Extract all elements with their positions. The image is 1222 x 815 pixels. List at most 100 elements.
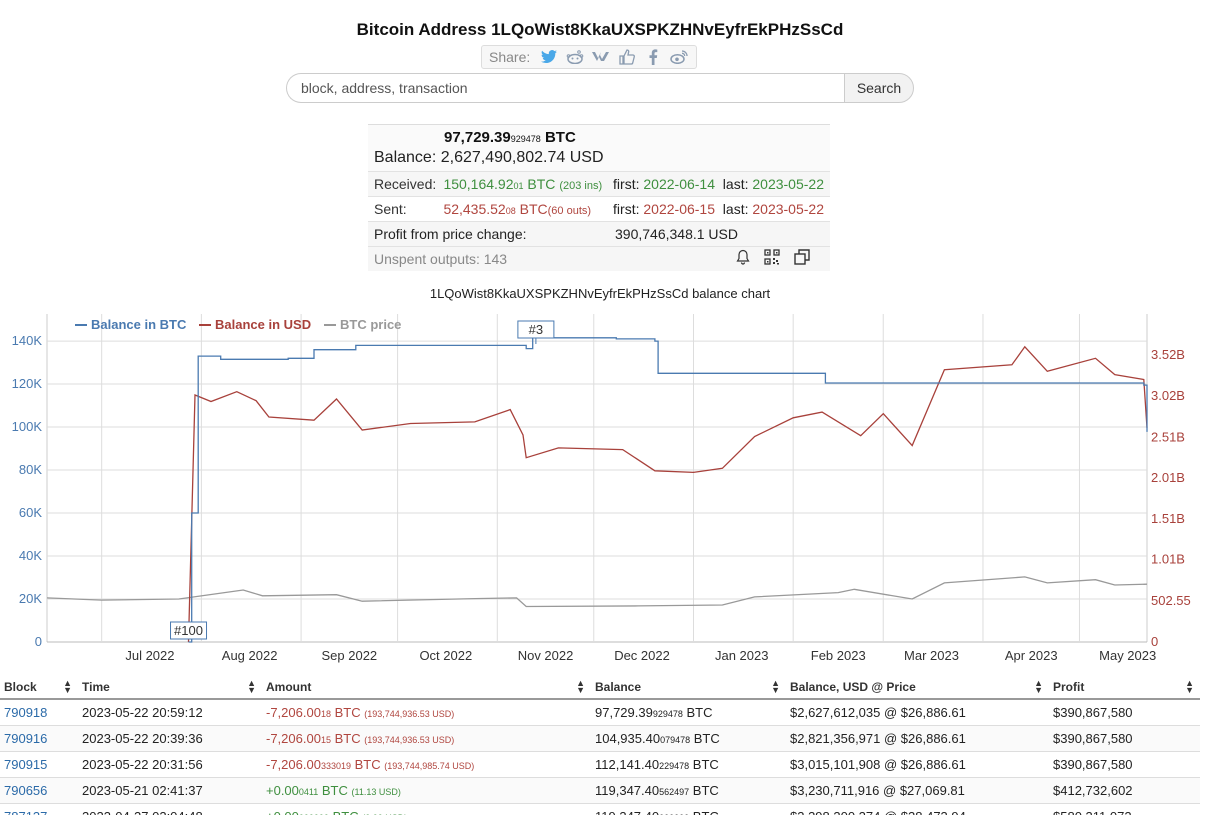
col-header-balance[interactable]: Balance ▲ ▼ <box>591 675 786 700</box>
cell-block: 787137 <box>0 803 78 815</box>
twitter-icon[interactable] <box>536 47 562 67</box>
cell-amount: +0.000411 BTC (11.13 USD) <box>262 777 591 804</box>
series-balance-btc <box>188 330 1148 643</box>
col-header-label: Amount <box>266 679 312 694</box>
balance-unit: BTC <box>693 730 720 746</box>
qr-code-icon[interactable] <box>764 249 780 269</box>
cell-balance: 97,729.39929478 BTC <box>591 699 786 726</box>
legend-item[interactable]: Balance in USD <box>215 317 311 332</box>
sent-first-date: 2022-06-15 <box>643 201 716 217</box>
copy-icon[interactable] <box>794 249 810 269</box>
received-amount: 150,164.9201 BTC (203 ins) <box>443 176 613 192</box>
y-left-tick-label: 60K <box>19 505 42 520</box>
vk-icon[interactable] <box>588 47 614 67</box>
y-right-tick-label: 502.55 <box>1151 593 1191 608</box>
block-link[interactable]: 787137 <box>4 809 47 815</box>
y-left-tick-label: 120K <box>12 376 43 391</box>
balance-small: 000000 <box>659 813 689 815</box>
received-label: Received: <box>374 176 437 192</box>
block-link[interactable]: 790916 <box>4 730 48 746</box>
facebook-icon[interactable] <box>640 47 666 67</box>
table-row: 790916 2023-05-22 20:39:36 -7,206.0015 BTC… <box>0 725 1200 752</box>
cell-amount: +0.00000000 BTC (0.00 USD) <box>262 803 591 815</box>
share-label: Share: <box>489 49 531 65</box>
legend-item[interactable]: BTC price <box>340 317 401 332</box>
cell-profit: $580,311,072 <box>1049 803 1200 815</box>
received-last-label: last: <box>722 176 749 192</box>
sent-unit: BTC <box>519 201 548 217</box>
col-header-time[interactable]: Time ▲ ▼ <box>78 675 262 700</box>
sent-last-date: 2023-05-22 <box>752 201 824 217</box>
col-header-profit[interactable]: Profit ▲ ▼ <box>1049 675 1200 700</box>
block-link[interactable]: 790915 <box>4 756 48 772</box>
table-row: 790656 2023-05-21 02:41:37 +0.000411 BTC (… <box>0 777 1200 804</box>
amount-small: 15 <box>320 734 331 745</box>
col-header-label: Profit <box>1053 679 1085 694</box>
balance-btc-small: 929478 <box>510 134 541 144</box>
cell-amount: -7,206.00333019 BTC (193,744,985.74 USD) <box>262 751 591 778</box>
sort-icon[interactable]: ▲ ▼ <box>771 678 780 695</box>
search-bar: Search <box>286 73 914 103</box>
block-link[interactable]: 790918 <box>4 704 48 720</box>
search-input[interactable] <box>286 73 844 103</box>
col-header-balance-usd[interactable]: Balance, USD @ Price ▲ ▼ <box>786 675 1049 700</box>
cell-balance: 119,347.40000000 BTC <box>591 803 786 815</box>
balance-main: 119,347.40 <box>595 782 660 798</box>
sort-icon[interactable]: ▲ ▼ <box>247 678 256 695</box>
amount-usd: (0.00 USD) <box>362 813 407 815</box>
reddit-icon[interactable] <box>562 47 588 67</box>
received-main: 150,164.92 <box>443 176 514 192</box>
y-right-tick-label: 1.51B <box>1151 511 1185 526</box>
balance-chart[interactable]: 0 20K 40K 60K 80K 100K 120K 140K 0 502.55 1.01B 1.5… <box>0 306 1200 666</box>
y-left-tick-label: 80K <box>19 462 42 477</box>
balance-unit: BTC <box>693 809 719 815</box>
series-balance-usd <box>187 345 1148 643</box>
y-right-tick-label: 2.51B <box>1151 429 1185 444</box>
cell-balance-usd: $2,627,612,035 @ $26,886.61 <box>786 699 1049 726</box>
col-header-amount[interactable]: Amount ▲ ▼ <box>262 675 591 700</box>
table-row: 790915 2023-05-22 20:31:56 -7,206.00333019… <box>0 751 1200 778</box>
address-summary: 97,729.39929478 BTC Balance: 2,627,490,8… <box>368 124 830 271</box>
balance-main: 112,141.40 <box>595 756 660 772</box>
search-button[interactable]: Search <box>844 73 914 103</box>
block-link[interactable]: 790656 <box>4 782 48 798</box>
y-right-tick-label: 0 <box>1151 634 1158 649</box>
sent-small: 08 <box>505 206 516 216</box>
x-tick-label: Sep 2022 <box>322 648 378 663</box>
cell-block: 790916 <box>0 725 78 752</box>
x-tick-label: Dec 2022 <box>614 648 670 663</box>
col-header-label: Block <box>4 679 37 694</box>
cell-balance-usd: $2,821,356,971 @ $26,886.61 <box>786 725 1049 752</box>
balance-small: 562497 <box>659 786 690 797</box>
cell-amount: -7,206.0018 BTC (193,744,936.53 USD) <box>262 699 591 726</box>
received-first-label: first: <box>613 176 640 192</box>
table-row: 7871372023-04-27 02:04:48+0.00000000 BTC… <box>0 803 1200 815</box>
balance-small: 229478 <box>659 760 690 771</box>
transactions-table: Block ▲ ▼ Time ▲ ▼ Amount ▲ ▼ Balance ▲ ▼ Balanc… <box>0 675 1200 815</box>
amount-main: +0.00 <box>266 782 299 798</box>
x-tick-label: May 2023 <box>1099 648 1156 663</box>
x-tick-label: Oct 2022 <box>419 648 472 663</box>
sent-label: Sent: <box>374 201 407 217</box>
col-header-label: Time <box>82 679 110 694</box>
x-tick-label: Nov 2022 <box>518 648 574 663</box>
sort-icon[interactable]: ▲ ▼ <box>1185 678 1194 695</box>
balance-btc-main: 97,729.39 <box>444 129 511 146</box>
sort-icon[interactable]: ▲ ▼ <box>63 678 72 695</box>
col-header-block[interactable]: Block ▲ ▼ <box>0 675 78 700</box>
legend-item[interactable]: Balance in BTC <box>91 317 187 332</box>
unspent-outputs[interactable]: Unspent outputs: 143 <box>374 251 508 267</box>
weibo-icon[interactable] <box>666 47 692 67</box>
balance-btc-unit: BTC <box>544 129 576 146</box>
cell-time: 2023-05-21 02:41:37 <box>78 777 262 804</box>
amount-unit: BTC <box>334 704 361 720</box>
like-icon[interactable] <box>614 47 640 67</box>
bell-icon[interactable] <box>736 249 750 269</box>
received-unit: BTC <box>527 176 556 192</box>
amount-main: -7,206.00 <box>266 704 321 720</box>
unspent-row: Unspent outputs: 143 <box>368 246 830 271</box>
cell-balance-usd: $3,015,101,908 @ $26,886.61 <box>786 751 1049 778</box>
sort-icon[interactable]: ▲ ▼ <box>576 678 585 695</box>
cell-balance: 119,347.40562497 BTC <box>591 777 786 804</box>
sort-icon[interactable]: ▲ ▼ <box>1034 678 1043 695</box>
